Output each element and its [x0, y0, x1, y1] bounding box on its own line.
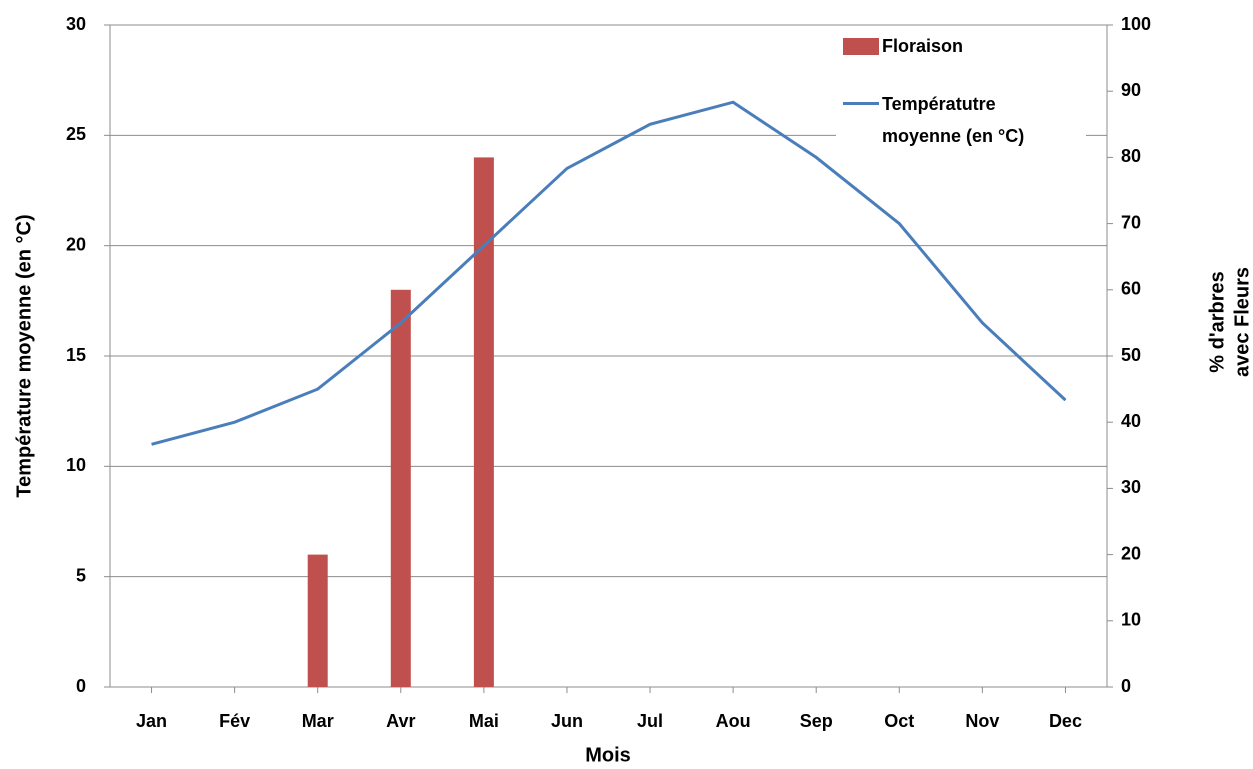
x-axis-label: Mois	[585, 744, 631, 766]
legend-swatch	[843, 102, 879, 105]
bar	[307, 554, 328, 687]
y2-tick-label: 100	[1121, 14, 1151, 34]
x-tick-label: Avr	[386, 711, 415, 731]
y2-axis-label: avec Fleurs	[1231, 267, 1253, 377]
y2-tick-label: 60	[1121, 279, 1141, 299]
x-tick-label: Jul	[637, 711, 663, 731]
x-tick-label: Fév	[219, 711, 250, 731]
y2-tick-label: 40	[1121, 411, 1141, 431]
legend-label: Températutre moyenne (en °C)	[882, 94, 1025, 146]
y2-axis-label: % d'arbres	[1206, 271, 1228, 372]
legend-label: Floraison	[882, 36, 964, 56]
y2-tick-label: 80	[1121, 146, 1141, 166]
x-tick-label: Aou	[716, 711, 751, 731]
legend-item: Températutre moyenne (en °C)	[836, 88, 1086, 152]
y-tick-label: 30	[66, 14, 86, 34]
legend-swatch	[843, 38, 879, 55]
x-tick-label: Mar	[302, 711, 334, 731]
x-tick-label: Sep	[800, 711, 833, 731]
y2-tick-label: 30	[1121, 477, 1141, 497]
y2-tick-label: 0	[1121, 676, 1131, 696]
y2-tick-label: 10	[1121, 610, 1141, 630]
line	[151, 100, 1067, 446]
y-tick-label: 15	[66, 345, 86, 365]
y-axis-label: Température moyenne (en °C)	[13, 214, 35, 497]
y2-tick-label: 20	[1121, 543, 1141, 563]
bar	[390, 289, 411, 687]
x-tick-label: Mai	[469, 711, 499, 731]
y2-tick-label: 90	[1121, 80, 1141, 100]
x-tick-label: Nov	[965, 711, 999, 731]
legend-item: Floraison	[836, 30, 1086, 62]
x-tick-label: Oct	[884, 711, 914, 731]
y2-tick-label: 50	[1121, 345, 1141, 365]
x-tick-label: Jun	[551, 711, 583, 731]
x-tick-label: Dec	[1049, 711, 1082, 731]
y2-tick-label: 70	[1121, 212, 1141, 232]
y-tick-label: 0	[76, 676, 86, 696]
y-tick-label: 20	[66, 234, 86, 254]
bar	[473, 157, 494, 687]
y-tick-label: 5	[76, 565, 86, 585]
x-tick-label: Jan	[136, 711, 167, 731]
y-tick-label: 10	[66, 455, 86, 475]
y-tick-label: 25	[66, 124, 86, 144]
